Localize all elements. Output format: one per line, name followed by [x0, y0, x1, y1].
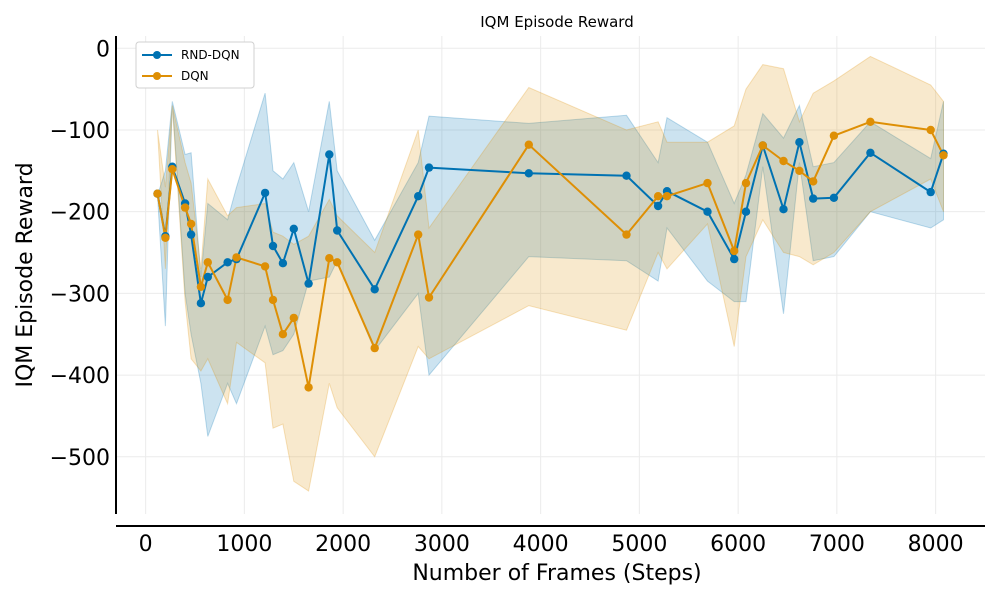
- data-point: [866, 117, 875, 127]
- data-point: [325, 254, 334, 263]
- data-point: [809, 194, 818, 203]
- legend: RND-DQN DQN: [135, 41, 255, 89]
- y-axis-label: IQM Episode Reward: [13, 162, 38, 387]
- data-point: [653, 192, 663, 201]
- y-tick-label: −300: [50, 282, 110, 307]
- data-point: [168, 165, 177, 174]
- data-point: [424, 163, 434, 172]
- data-point: [779, 156, 788, 166]
- x-tick-label: 5000: [611, 532, 667, 557]
- data-point: [758, 141, 767, 150]
- data-point: [741, 207, 751, 216]
- data-point: [325, 150, 334, 159]
- data-point: [730, 254, 739, 264]
- data-point: [829, 131, 839, 140]
- data-point: [939, 151, 948, 160]
- series-lines: [156, 120, 945, 389]
- data-point: [203, 272, 212, 282]
- series-line: [156, 120, 945, 389]
- data-point: [278, 259, 288, 268]
- data-point: [268, 295, 278, 305]
- y-tick-label: 0: [96, 37, 110, 62]
- x-tick-label: 3000: [414, 532, 470, 557]
- data-point: [809, 177, 818, 186]
- data-point: [223, 258, 232, 267]
- data-point: [703, 207, 712, 216]
- y-tick-label: −200: [50, 201, 110, 226]
- data-point: [653, 201, 663, 211]
- data-point: [289, 313, 298, 323]
- data-point: [370, 343, 379, 353]
- series-line: [156, 141, 945, 305]
- data-point: [223, 295, 232, 305]
- data-point: [795, 166, 804, 175]
- data-point: [180, 203, 190, 212]
- data-point: [662, 192, 672, 201]
- data-point: [186, 230, 196, 239]
- data-point: [866, 148, 875, 157]
- data-point: [196, 299, 206, 308]
- legend-swatch-marker: [153, 72, 161, 80]
- data-point: [186, 219, 196, 229]
- x-tick-label: 1000: [216, 532, 272, 557]
- x-tick-label: 8000: [908, 532, 964, 557]
- data-point: [926, 125, 935, 135]
- data-point: [524, 169, 533, 178]
- tick-labels: 0 1000 2000 3000 4000 5000 6000 7000 8000 0 −100 −2…: [50, 37, 964, 557]
- data-point: [268, 241, 278, 251]
- series-points: [153, 117, 948, 392]
- y-tick-label: −500: [50, 446, 110, 471]
- x-tick-label: 6000: [710, 532, 766, 557]
- data-point: [260, 262, 270, 271]
- legend-swatch-marker: [153, 51, 161, 59]
- data-point: [153, 189, 162, 198]
- data-point: [196, 282, 206, 291]
- data-point: [829, 193, 839, 202]
- x-tick-label: 7000: [809, 532, 865, 557]
- data-point: [203, 258, 212, 267]
- data-point: [730, 246, 739, 256]
- data-point: [424, 293, 434, 302]
- x-tick-label: 4000: [513, 532, 569, 557]
- x-tick-label: 2000: [315, 532, 371, 557]
- data-point: [795, 138, 804, 147]
- data-point: [278, 330, 288, 339]
- data-point: [304, 383, 313, 392]
- data-point: [260, 188, 270, 198]
- chart-title: IQM Episode Reward: [480, 13, 633, 31]
- data-point: [926, 187, 935, 197]
- data-point: [703, 178, 712, 188]
- data-point: [779, 205, 788, 214]
- confidence-bands: [156, 55, 944, 492]
- data-point: [161, 233, 170, 242]
- data-point: [414, 192, 423, 201]
- data-point: [333, 226, 342, 235]
- data-point: [304, 279, 313, 288]
- x-axis-label: Number of Frames (Steps): [412, 561, 701, 586]
- data-point: [622, 171, 631, 180]
- data-point: [370, 285, 379, 294]
- y-tick-label: −100: [50, 119, 110, 144]
- legend-label: RND-DQN: [181, 48, 240, 62]
- y-tick-label: −400: [50, 364, 110, 389]
- x-tick-label: 0: [139, 532, 153, 557]
- data-point: [289, 224, 298, 233]
- legend-label: DQN: [181, 69, 209, 83]
- data-point: [232, 253, 241, 262]
- data-point: [414, 230, 423, 239]
- data-point: [333, 258, 342, 267]
- data-point: [741, 178, 751, 188]
- series-band: [157, 55, 944, 492]
- grid-lines: [116, 36, 985, 514]
- axes: [115, 36, 985, 527]
- data-point: [622, 230, 631, 239]
- data-point: [524, 140, 533, 149]
